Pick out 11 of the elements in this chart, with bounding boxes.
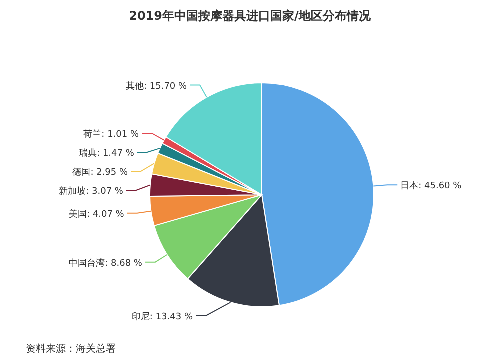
slice-label: 新加坡: 3.07 % bbox=[59, 186, 124, 197]
slice-label: 其他: 15.70 % bbox=[126, 80, 188, 92]
slice-label: 日本: 45.60 % bbox=[400, 180, 462, 192]
slice-label: 瑞典: 1.47 % bbox=[79, 148, 135, 159]
chart-title: 2019年中国按摩器具进口国家/地区分布情况 bbox=[129, 9, 372, 23]
slice-label: 德国: 2.95 % bbox=[72, 166, 128, 178]
slice-label: 中国台湾: 8.68 % bbox=[69, 258, 143, 269]
slice-label: 美国: 4.07 % bbox=[68, 208, 125, 220]
slice-label: 荷兰: 1.01 % bbox=[84, 128, 140, 140]
slice-label: 印尼: 13.43 % bbox=[132, 311, 194, 322]
text: 资料来源：海关总署 bbox=[26, 343, 116, 355]
